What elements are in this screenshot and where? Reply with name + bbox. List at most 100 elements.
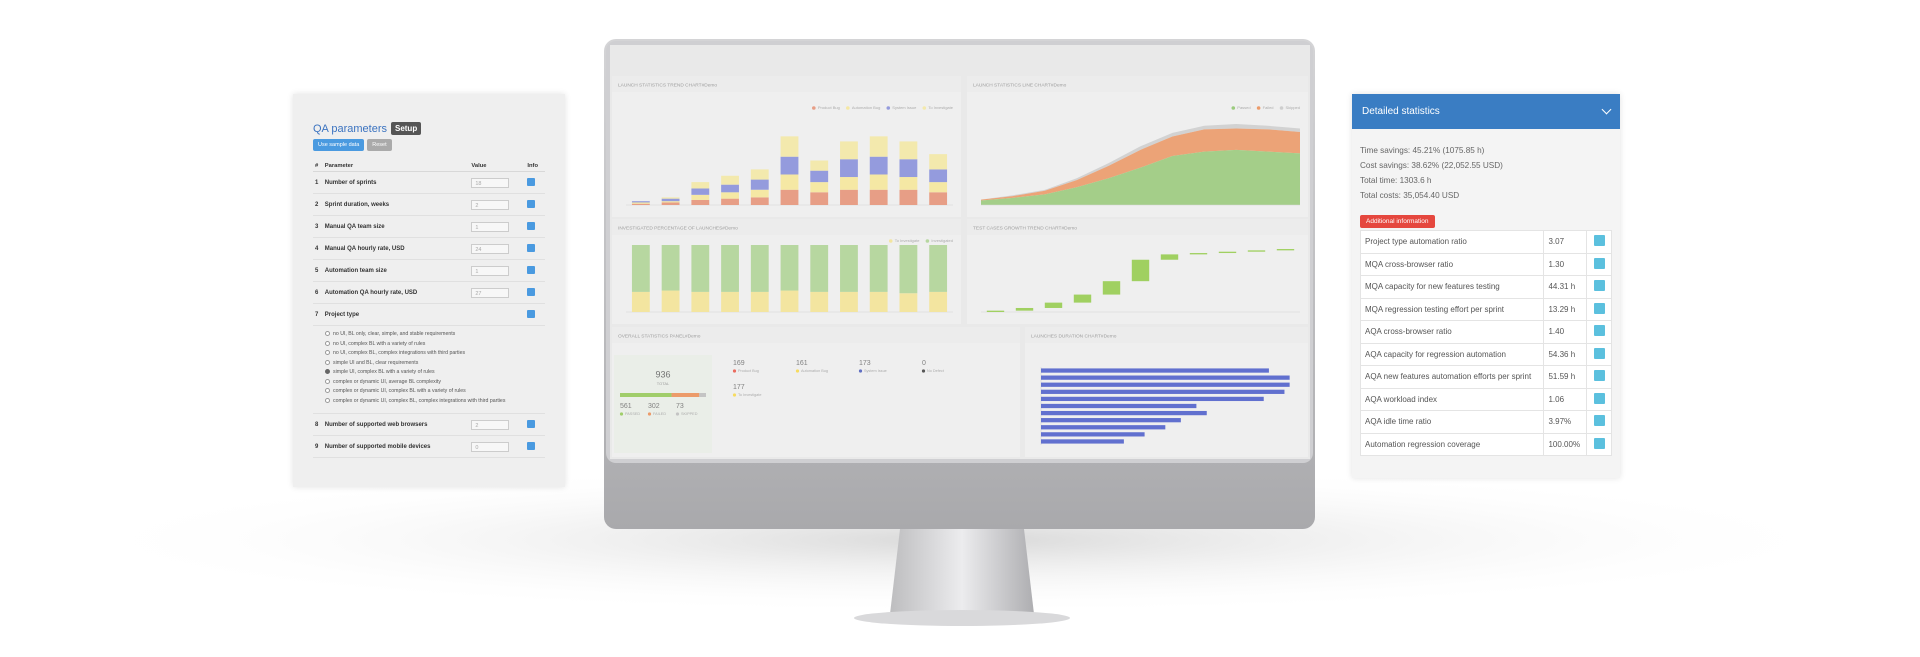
additional-info-button[interactable]: Additional information — [1360, 215, 1435, 228]
row-index: 1 — [313, 171, 323, 194]
area — [981, 149, 1300, 205]
value-input[interactable]: 18 — [471, 177, 510, 188]
dashboard: LAUNCH STATISTICS TREND CHART#Demo To Inv… — [610, 45, 1310, 459]
sample-data-button[interactable]: Use sample data — [313, 139, 365, 151]
statistic-value: 51.59 h — [1543, 365, 1587, 389]
row-index: 6 — [313, 281, 323, 304]
info-button[interactable] — [1593, 302, 1605, 314]
radio-button[interactable] — [325, 340, 330, 346]
info-button[interactable] — [527, 221, 536, 230]
value-input[interactable]: 27 — [471, 287, 510, 298]
panel-header[interactable]: Detailed statistics — [1352, 94, 1620, 129]
info-button[interactable] — [527, 309, 536, 318]
value-input[interactable]: 1 — [471, 265, 510, 276]
info-button[interactable] — [527, 441, 536, 450]
info-cell — [1586, 297, 1612, 321]
radio-option[interactable]: no UI, complex BL, complex integrations … — [325, 350, 543, 357]
info-cell — [1586, 230, 1612, 254]
option-label: complex or dynamic UI, complex BL with a… — [333, 388, 466, 394]
bar-segment — [721, 291, 739, 312]
radio-button[interactable] — [325, 369, 330, 374]
radio-button[interactable] — [325, 331, 330, 336]
radio-option[interactable]: no UI, complex BL with a variety of rule… — [325, 340, 543, 348]
bar-segment — [810, 182, 829, 193]
info-button[interactable] — [1593, 437, 1605, 449]
row-index: 4 — [313, 237, 323, 260]
info-button[interactable] — [1593, 235, 1605, 247]
radio-option[interactable]: no UI, BL only, clear, simple, and stabl… — [325, 331, 543, 338]
info-button[interactable] — [1593, 325, 1605, 337]
bar-segment — [869, 189, 888, 205]
defect-dot — [858, 369, 863, 373]
defect-value: 173 — [859, 360, 871, 367]
radio-button[interactable] — [325, 359, 330, 365]
value-input[interactable]: 2 — [471, 199, 510, 210]
radio-button[interactable] — [325, 378, 330, 384]
parameter-row: 6 Automation QA hourly rate, USD 27 — [313, 281, 545, 304]
info-button[interactable] — [527, 243, 536, 252]
statistic-row: AQA capacity for regression automation 54… — [1359, 342, 1612, 366]
radio-option[interactable]: complex or dynamic UI, complex BL, compl… — [325, 397, 543, 405]
legend-label: Skipped — [1286, 105, 1300, 110]
radio-option[interactable]: simple UI, complex BL with a variety of … — [325, 369, 543, 376]
statistic-row: AQA new features automation efforts per … — [1359, 365, 1612, 389]
defect-label: No Defect — [927, 369, 945, 373]
statistic-row: MQA capacity for new features testing 44.… — [1359, 275, 1612, 299]
info-button[interactable] — [1593, 347, 1605, 359]
info-button[interactable] — [1593, 370, 1605, 382]
duration-bar — [1041, 389, 1285, 394]
radio-button[interactable] — [325, 350, 330, 355]
radio-option[interactable]: complex or dynamic UI, average BL comple… — [325, 378, 543, 386]
bar-segment — [810, 160, 829, 171]
info-button[interactable] — [1593, 392, 1605, 404]
radio-button[interactable] — [325, 388, 330, 393]
value-input[interactable]: 1 — [471, 221, 510, 232]
radio-option[interactable]: simple UI and BL, clear requirements — [325, 359, 543, 367]
result-value: 561 — [620, 403, 632, 410]
info-cell — [1586, 342, 1612, 366]
total-panel — [614, 355, 712, 453]
info-button[interactable] — [527, 199, 536, 208]
parameters-table: # Parameter Value Info 1 Number of sprints 18… — [313, 161, 545, 458]
value-input[interactable]: 24 — [471, 243, 510, 254]
radio-button[interactable] — [325, 397, 330, 403]
info-cell — [1586, 387, 1612, 411]
bar-segment — [691, 188, 710, 195]
chart-title: LAUNCH STATISTICS TREND CHART#Demo — [618, 82, 717, 88]
parameter-name: Manual QA team size — [322, 215, 470, 238]
info-button[interactable] — [527, 419, 536, 428]
bar-segment — [750, 189, 769, 198]
reset-button[interactable]: Reset — [367, 139, 392, 151]
row-index: 9 — [313, 435, 323, 458]
bar-segment — [661, 197, 680, 199]
info-button[interactable] — [527, 265, 536, 274]
value-input[interactable]: 0 — [471, 441, 510, 452]
duration-bar — [1041, 368, 1269, 373]
statistic-name: AQA cross-browser ratio — [1359, 320, 1545, 344]
bar-segment — [840, 245, 858, 292]
bar-segment — [661, 245, 680, 291]
bar-segment — [869, 291, 888, 312]
bar-segment — [899, 177, 918, 190]
info-cell — [525, 193, 545, 216]
info-cell — [1586, 432, 1612, 456]
legend-label: Passed — [1237, 105, 1250, 110]
result-segment — [620, 393, 672, 397]
info-button[interactable] — [1593, 280, 1605, 292]
legend-swatch — [1279, 106, 1284, 110]
info-button[interactable] — [527, 287, 536, 296]
defect-dot — [921, 369, 926, 373]
value-input[interactable]: 2 — [471, 419, 510, 430]
info-button[interactable] — [1593, 257, 1605, 269]
waterfall-bar — [1218, 251, 1237, 254]
info-button[interactable] — [527, 177, 536, 186]
panel-title: QA parameters Setup — [313, 122, 545, 135]
duration-bar — [1041, 418, 1181, 423]
radio-option[interactable]: complex or dynamic UI, complex BL with a… — [325, 388, 543, 395]
waterfall-bar — [1044, 302, 1063, 308]
option-label: complex or dynamic UI, complex BL, compl… — [333, 397, 506, 404]
legend-label: Automation Bug — [852, 105, 880, 110]
bar-segment — [899, 141, 918, 160]
info-button[interactable] — [1593, 415, 1605, 427]
bar-segment — [929, 192, 948, 205]
